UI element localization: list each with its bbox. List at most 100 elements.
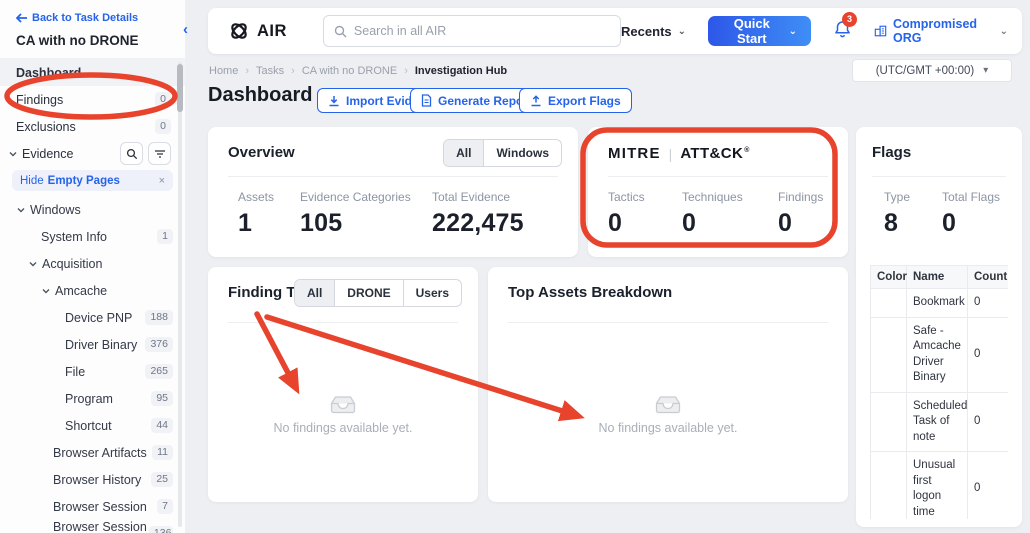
- flag-name: Safe - Amcache Driver Binary: [906, 316, 968, 393]
- count-badge: 25: [151, 472, 173, 487]
- tab-windows[interactable]: Windows: [483, 140, 561, 166]
- empty-pages-label: Empty Pages: [47, 174, 120, 187]
- finding-type-empty-state: No findings available yet.: [208, 395, 478, 435]
- timezone-dropdown[interactable]: (UTC/GMT +00:00) ▾: [852, 59, 1012, 82]
- breadcrumb-home[interactable]: Home: [209, 65, 239, 77]
- recents-dropdown[interactable]: Recents ⌄: [621, 24, 686, 39]
- table-row[interactable]: Unusual first logon time 0: [870, 451, 1008, 519]
- sidebar-item-exclusions[interactable]: Exclusions 0: [0, 113, 185, 140]
- stat-label: Tactics: [608, 190, 645, 204]
- organization-label: Compromised ORG: [893, 17, 978, 45]
- notification-count-badge: 3: [842, 11, 858, 27]
- col-name: Name: [906, 265, 968, 289]
- flags-table-container[interactable]: Color Name Count Bookmark 0 Safe - Amcac…: [870, 265, 1008, 519]
- sidebar-collapse-icon[interactable]: ‹: [183, 21, 188, 38]
- tab-all[interactable]: All: [294, 280, 335, 306]
- tree-item-windows[interactable]: Windows: [0, 196, 185, 223]
- tree-item-program[interactable]: Program 95: [0, 385, 185, 412]
- tree-label: Browser Session: [53, 499, 147, 514]
- upload-icon: [531, 94, 541, 106]
- tree-label: System Info: [41, 229, 107, 244]
- divider: [608, 176, 828, 177]
- tree-label: Browser Artifacts: [53, 445, 147, 460]
- task-title: CA with no DRONE: [16, 33, 139, 48]
- count-badge: 7: [157, 499, 173, 514]
- breadcrumb-task[interactable]: CA with no DRONE: [301, 65, 398, 77]
- tree-item-device-pnp[interactable]: Device PNP 188: [0, 304, 185, 331]
- attack-wordmark: ATT&CK®: [680, 145, 750, 162]
- sidebar-scrollbar-track[interactable]: [178, 62, 182, 527]
- table-row[interactable]: Safe - Amcache Driver Binary 0: [870, 316, 1008, 393]
- tree-item-browser-session[interactable]: Browser Session 7: [0, 493, 185, 520]
- tree-item-driver-binary[interactable]: Driver Binary 376: [0, 331, 185, 358]
- count-badge: 188: [145, 310, 173, 325]
- tree-item-browser-session-history[interactable]: Browser Session Hi... 136: [0, 520, 185, 533]
- breadcrumb-separator: ›: [404, 65, 408, 77]
- sidebar-item-findings[interactable]: Findings 0: [0, 86, 185, 113]
- evidence-search-button[interactable]: [120, 142, 143, 165]
- flag-name: Bookmark: [906, 288, 968, 318]
- recents-label: Recents: [621, 23, 672, 39]
- search-icon: [126, 148, 137, 159]
- findings-count-badge: 0: [155, 92, 171, 107]
- chevron-down-icon: [28, 259, 38, 269]
- stat-label: Assets: [238, 190, 275, 204]
- mitre-wordmark: MITRE: [608, 145, 661, 162]
- tree-label: Windows: [30, 202, 81, 217]
- col-count: Count: [967, 265, 1008, 289]
- finding-type-tabs: All DRONE Users: [293, 279, 462, 307]
- tab-users[interactable]: Users: [402, 280, 461, 306]
- sidebar-item-dashboard[interactable]: Dashboard: [0, 59, 185, 86]
- tree-item-browser-history[interactable]: Browser History 25: [0, 466, 185, 493]
- flags-card: Flags Type 8 Total Flags 0 Color Name Coun…: [856, 127, 1022, 527]
- count-badge: 376: [145, 337, 173, 352]
- count-badge: 1: [157, 229, 173, 244]
- report-document-icon: [421, 94, 432, 107]
- table-row[interactable]: Scheduled Task of note 0: [870, 391, 1008, 453]
- table-row[interactable]: Bookmark 0: [870, 288, 1008, 318]
- tab-all[interactable]: All: [444, 140, 484, 166]
- organization-dropdown[interactable]: Compromised ORG ⌄: [874, 17, 1008, 45]
- count-badge: 44: [151, 418, 173, 433]
- hide-label: Hide: [20, 174, 44, 187]
- breadcrumb-tasks[interactable]: Tasks: [256, 65, 285, 77]
- stat-label: Evidence Categories: [300, 190, 411, 204]
- notifications-button[interactable]: 3: [833, 11, 858, 44]
- tab-drone[interactable]: DRONE: [334, 280, 402, 306]
- chevron-down-icon: ⌄: [788, 25, 798, 37]
- mitre-attack-card: MITRE | ATT&CK® Tactics 0 Techniques 0 Fin…: [588, 127, 848, 257]
- top-bar: AIR Recents ⌄ Quick Start ⌄ 3: [208, 8, 1022, 54]
- close-icon[interactable]: ×: [158, 174, 165, 187]
- export-flags-button[interactable]: Export Flags: [519, 88, 632, 113]
- search-input[interactable]: [353, 24, 611, 38]
- tree-item-system-info[interactable]: System Info 1: [0, 223, 185, 250]
- flag-count: 0: [967, 316, 1008, 393]
- overview-scope-tabs: All Windows: [443, 139, 562, 167]
- hide-empty-pages-toggle[interactable]: Hide Empty Pages ×: [12, 170, 173, 191]
- air-logo[interactable]: AIR: [228, 20, 287, 42]
- sidebar-item-evidence[interactable]: Evidence: [0, 140, 185, 167]
- tree-item-shortcut[interactable]: Shortcut 44: [0, 412, 185, 439]
- flags-stats: Type 8 Total Flags 0: [884, 190, 1000, 238]
- chevron-down-icon: [8, 149, 18, 159]
- count-badge: 136: [148, 526, 173, 533]
- tree-item-browser-artifacts[interactable]: Browser Artifacts 11: [0, 439, 185, 466]
- chevron-down-icon: [16, 205, 26, 215]
- back-to-task-link[interactable]: Back to Task Details: [0, 0, 185, 26]
- tree-label: Shortcut: [65, 418, 112, 433]
- stat-label: Total Evidence: [432, 190, 511, 204]
- tree-item-amcache[interactable]: Amcache: [0, 277, 185, 304]
- evidence-filter-button[interactable]: [148, 142, 171, 165]
- tree-item-acquisition[interactable]: Acquisition: [0, 250, 185, 277]
- registered-mark: ®: [744, 147, 750, 154]
- overview-stats: Assets 1 Evidence Categories 105 Total Evi…: [238, 190, 524, 238]
- sidebar-divider: [0, 58, 185, 59]
- global-search[interactable]: [322, 15, 622, 47]
- count-badge: 95: [151, 391, 173, 406]
- exclusions-count-badge: 0: [155, 119, 171, 134]
- tree-item-file[interactable]: File 265: [0, 358, 185, 385]
- sidebar-scrollbar-thumb[interactable]: [177, 64, 183, 112]
- quick-start-button[interactable]: Quick Start ⌄: [708, 16, 812, 46]
- overview-card: Overview All Windows Assets 1 Evidence Ca…: [208, 127, 578, 257]
